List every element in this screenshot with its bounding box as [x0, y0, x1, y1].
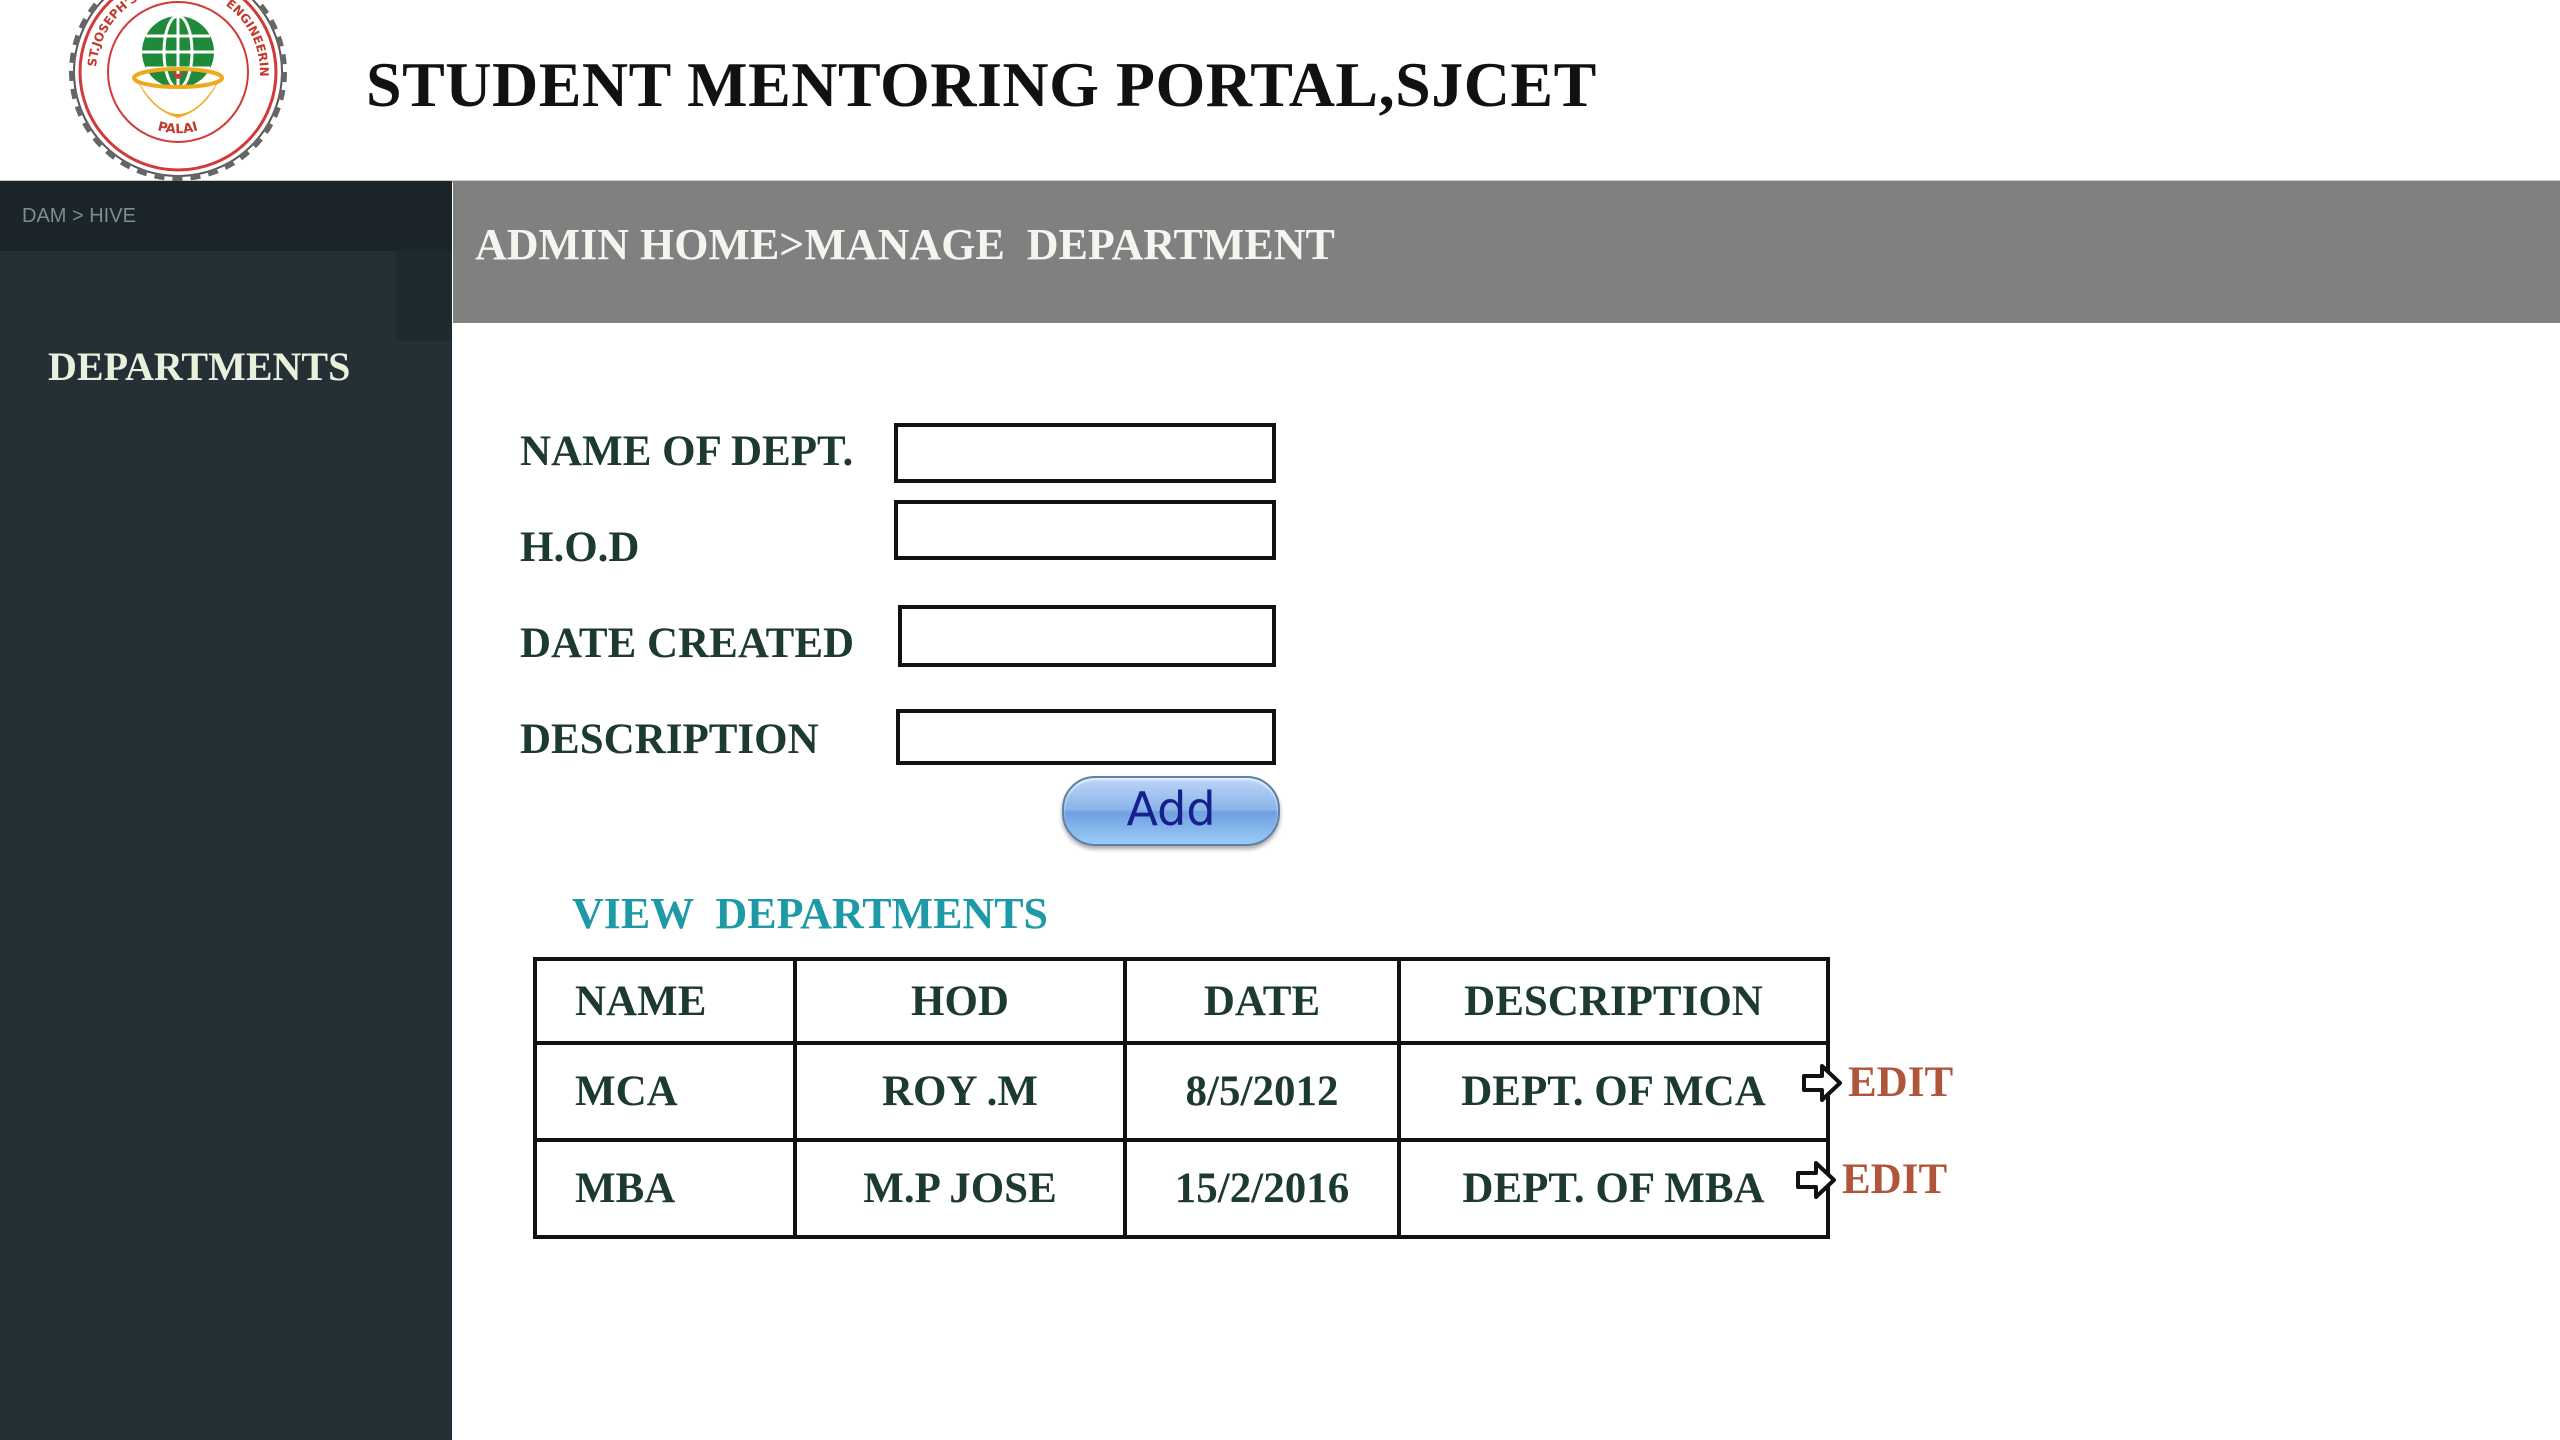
hod-input[interactable]	[894, 500, 1276, 560]
edit-label: EDIT	[1842, 1156, 1948, 1203]
edit-link-mba[interactable]: EDIT	[1794, 1155, 1947, 1204]
table-header-row: NAME HOD DATE DESCRIPTION	[533, 957, 1830, 1045]
breadcrumb: ADMIN HOME>MANAGE DEPARTMENT	[453, 181, 2560, 323]
dept-name-input[interactable]	[894, 423, 1276, 483]
college-logo: ST.JOSEPH'S COLLEGE OF ENGINEERING & TEC…	[61, 0, 291, 185]
cell-name: MBA	[533, 1138, 797, 1239]
right-arrow-icon	[1802, 1063, 1842, 1102]
sidebar-breadcrumb: DAM > HIVE	[22, 205, 136, 227]
table-row: MCA ROY .M 8/5/2012 DEPT. OF MCA	[533, 1041, 1830, 1142]
sidebar-item-departments[interactable]: DEPARTMENTS	[48, 344, 351, 389]
date-created-input[interactable]	[898, 605, 1276, 667]
hod-label: H.O.D	[520, 524, 640, 571]
description-label: DESCRIPTION	[520, 716, 819, 763]
view-departments-heading: VIEW DEPARTMENTS	[572, 889, 1049, 938]
cell-date: 8/5/2012	[1123, 1041, 1401, 1142]
cell-date: 15/2/2016	[1123, 1138, 1401, 1239]
logo-ring-text-bottom: PALAI	[156, 119, 199, 137]
right-arrow-icon	[1796, 1160, 1836, 1199]
edit-link-mca[interactable]: EDIT	[1800, 1058, 1953, 1107]
svg-text:PALAI: PALAI	[156, 119, 199, 137]
cell-hod: M.P JOSE	[793, 1138, 1127, 1239]
sidebar-divider	[396, 251, 452, 341]
cell-name: MCA	[533, 1041, 797, 1142]
portal-title: STUDENT MENTORING PORTAL,SJCET	[366, 49, 1597, 120]
breadcrumb-text: ADMIN HOME>MANAGE DEPARTMENT	[475, 220, 1335, 269]
column-header-name: NAME	[533, 957, 797, 1045]
cell-description: DEPT. OF MCA	[1397, 1041, 1830, 1142]
header: ST.JOSEPH'S COLLEGE OF ENGINEERING & TEC…	[0, 0, 2560, 183]
column-header-description: DESCRIPTION	[1397, 957, 1830, 1045]
cell-hod: ROY .M	[793, 1041, 1127, 1142]
sidebar: DAM > HIVE DEPARTMENTS	[0, 181, 452, 1440]
add-button[interactable]: Add	[1062, 776, 1280, 846]
departments-table: NAME HOD DATE DESCRIPTION MCA ROY .M 8/5…	[533, 957, 1830, 1239]
edit-label: EDIT	[1848, 1059, 1954, 1106]
column-header-date: DATE	[1123, 957, 1401, 1045]
sidebar-top-bar: DAM > HIVE	[0, 181, 452, 251]
date-created-label: DATE CREATED	[520, 620, 855, 667]
table-row: MBA M.P JOSE 15/2/2016 DEPT. OF MBA	[533, 1138, 1830, 1239]
cell-description: DEPT. OF MBA	[1397, 1138, 1830, 1239]
column-header-hod: HOD	[793, 957, 1127, 1045]
description-input[interactable]	[896, 709, 1276, 765]
dept-name-label: NAME OF DEPT.	[520, 428, 854, 475]
